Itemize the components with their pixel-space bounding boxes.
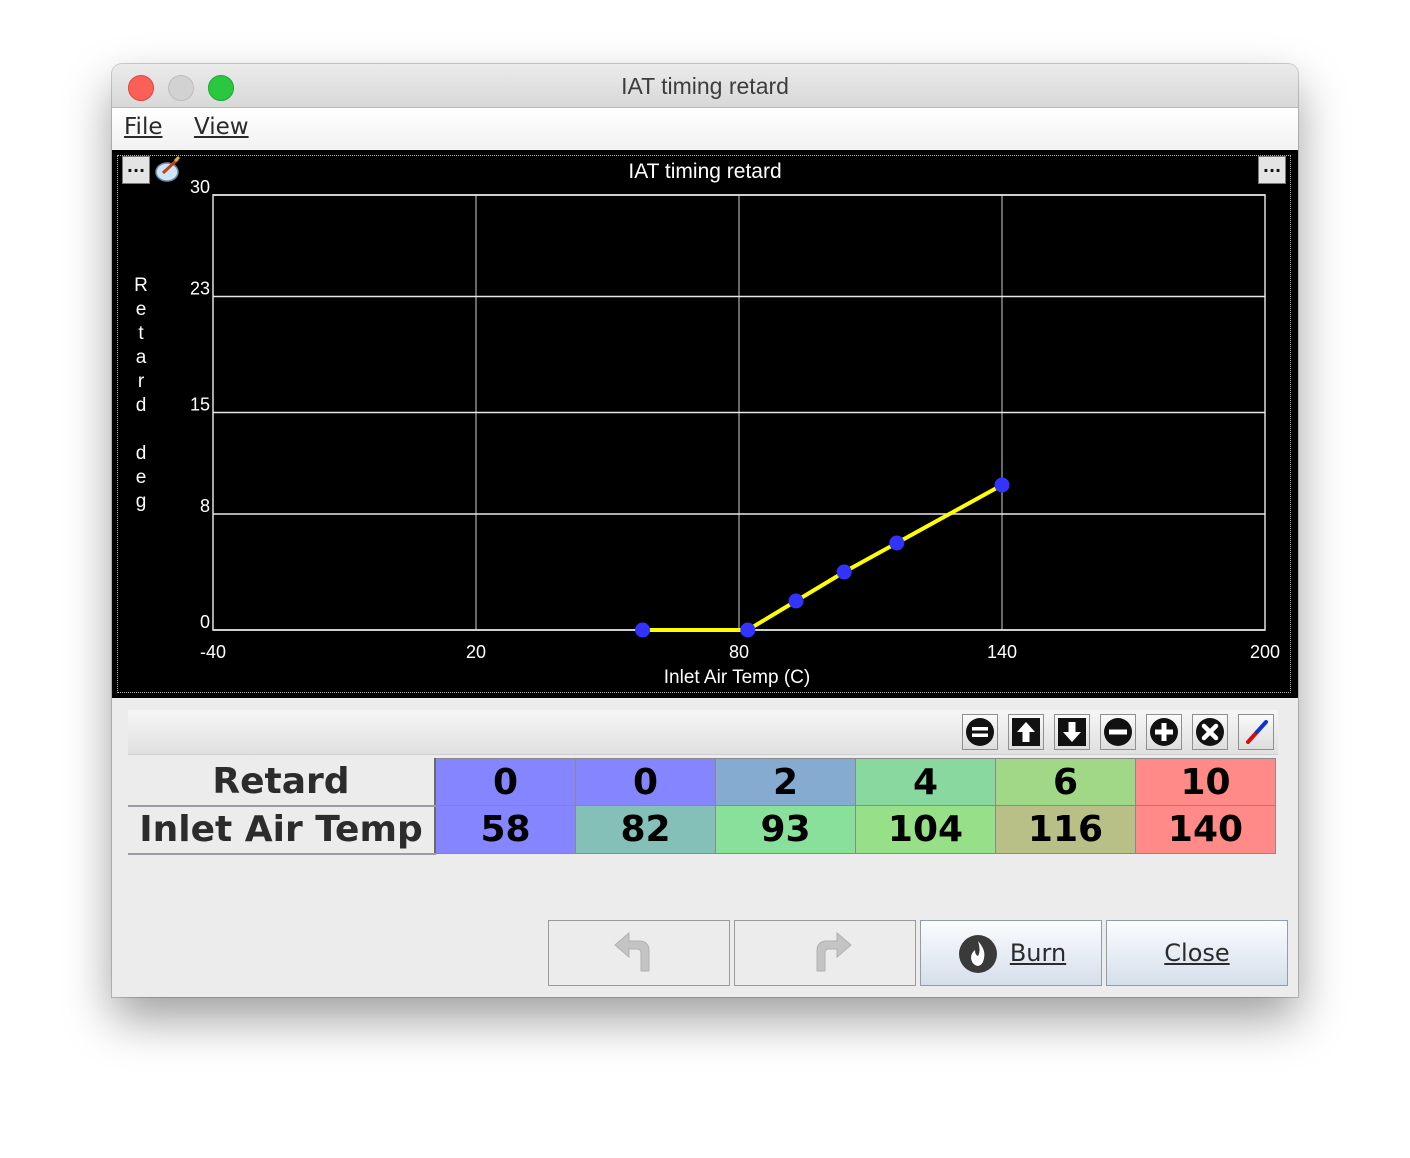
data-point[interactable] [740, 622, 756, 638]
multiply-button[interactable] [1192, 714, 1228, 750]
series-line [642, 483, 1003, 632]
menu-file[interactable]: File [124, 114, 163, 140]
table-cell[interactable]: 93 [715, 805, 856, 854]
table-row-inlet-air-temp: Inlet Air Temp 58 82 93 104 116 140 [128, 805, 1276, 855]
table-cell[interactable]: 6 [995, 758, 1136, 806]
close-window-button[interactable] [128, 75, 154, 101]
x-axis-label: Inlet Air Temp (C) [664, 667, 810, 688]
y-tick-label: 8 [200, 496, 210, 516]
chart-right-options-button[interactable]: ... [1258, 156, 1286, 184]
table-cell[interactable]: 82 [575, 805, 716, 854]
data-point[interactable] [635, 622, 651, 638]
interpolate-button[interactable] [1238, 714, 1274, 750]
y-axis-label-char: g [136, 491, 147, 512]
x-tick-label: 80 [729, 642, 749, 662]
y-axis-label-char: t [138, 323, 144, 344]
menu-view-label: View [194, 114, 249, 140]
chart-left-options-button[interactable]: ... [122, 156, 150, 184]
table-cell[interactable]: 2 [715, 758, 856, 806]
arrow-down-icon [1058, 718, 1086, 746]
increment-button[interactable] [1008, 714, 1044, 750]
burn-label-text: Burn [1009, 939, 1067, 967]
data-point[interactable] [836, 564, 852, 580]
table-cell[interactable]: 4 [855, 758, 996, 806]
row-header-inlet-air-temp: Inlet Air Temp [128, 805, 436, 855]
y-tick-label: 23 [190, 279, 210, 299]
edit-curve-icon[interactable] [155, 155, 181, 182]
close-label: Close [1107, 939, 1287, 967]
chart-title: IAT timing retard [628, 160, 781, 183]
multiply-icon [1196, 718, 1224, 746]
table-row-retard: Retard 0 0 2 4 6 10 [128, 758, 1276, 807]
row-header-retard: Retard [128, 758, 436, 807]
zoom-window-button[interactable] [208, 75, 234, 101]
undo-icon [614, 931, 650, 972]
close-label-text: Close [1164, 939, 1230, 967]
burn-label: Burn [975, 939, 1101, 967]
data-point[interactable] [994, 477, 1010, 493]
chart-grid [212, 194, 1266, 631]
table-cell[interactable]: 0 [434, 758, 576, 806]
table-cell[interactable]: 0 [575, 758, 716, 806]
redo-icon [816, 931, 852, 972]
table-cell[interactable]: 58 [434, 805, 576, 854]
window-title: IAT timing retard [621, 73, 789, 99]
data-point[interactable] [788, 593, 804, 609]
burn-button[interactable]: Burn [920, 920, 1102, 986]
y-tick-label: 15 [190, 395, 210, 415]
y-axis-label-char: e [136, 467, 147, 488]
table-toolbar [128, 710, 1278, 755]
data-point[interactable] [889, 535, 905, 551]
table-cell[interactable]: 10 [1135, 758, 1276, 806]
arrow-up-icon [1012, 718, 1040, 746]
equal-icon [966, 718, 994, 746]
table-cell[interactable]: 104 [855, 805, 996, 854]
app-window: IAT timing retard File View -40 20 80 140 20… [112, 64, 1298, 997]
x-tick-label: 20 [466, 642, 486, 662]
interpolate-icon [1246, 720, 1268, 744]
redo-button[interactable] [734, 920, 916, 986]
flame-icon [959, 935, 997, 973]
x-tick-label: -40 [200, 642, 226, 662]
close-button[interactable]: Close [1106, 920, 1288, 986]
y-axis-label-char: r [138, 371, 145, 392]
table-cell[interactable]: 116 [995, 805, 1136, 854]
set-equal-button[interactable] [962, 714, 998, 750]
menu-view[interactable]: View [194, 114, 249, 140]
y-axis-label-char: e [136, 299, 147, 320]
y-axis-label-char: a [136, 347, 147, 368]
minimize-window-button[interactable] [168, 75, 194, 101]
y-axis-label-char: d [136, 443, 147, 464]
menu-bar: File View [112, 108, 1298, 150]
y-axis-label-char: R [134, 275, 148, 296]
title-bar[interactable]: IAT timing retard [112, 64, 1298, 108]
curve-table: Retard 0 0 2 4 6 10 Inlet Air Temp 58 82… [128, 758, 1276, 855]
chart-series[interactable] [635, 477, 1010, 638]
subtract-button[interactable] [1100, 714, 1136, 750]
x-tick-label: 200 [1250, 642, 1280, 662]
y-tick-label: 30 [190, 177, 210, 197]
y-axis-label-char: d [136, 395, 147, 416]
table-cell[interactable]: 140 [1135, 805, 1276, 854]
minus-icon [1104, 718, 1132, 746]
x-tick-label: 140 [987, 642, 1017, 662]
add-button[interactable] [1146, 714, 1182, 750]
decrement-button[interactable] [1054, 714, 1090, 750]
curve-chart[interactable]: -40 20 80 140 200 0 8 15 23 30 IAT timing retard … [112, 150, 1298, 698]
chart-ticks: -40 20 80 140 200 0 8 15 23 30 [190, 177, 1280, 662]
y-tick-label: 0 [200, 612, 210, 632]
undo-button[interactable] [548, 920, 730, 986]
plus-icon [1150, 718, 1178, 746]
menu-file-label: File [124, 114, 163, 140]
